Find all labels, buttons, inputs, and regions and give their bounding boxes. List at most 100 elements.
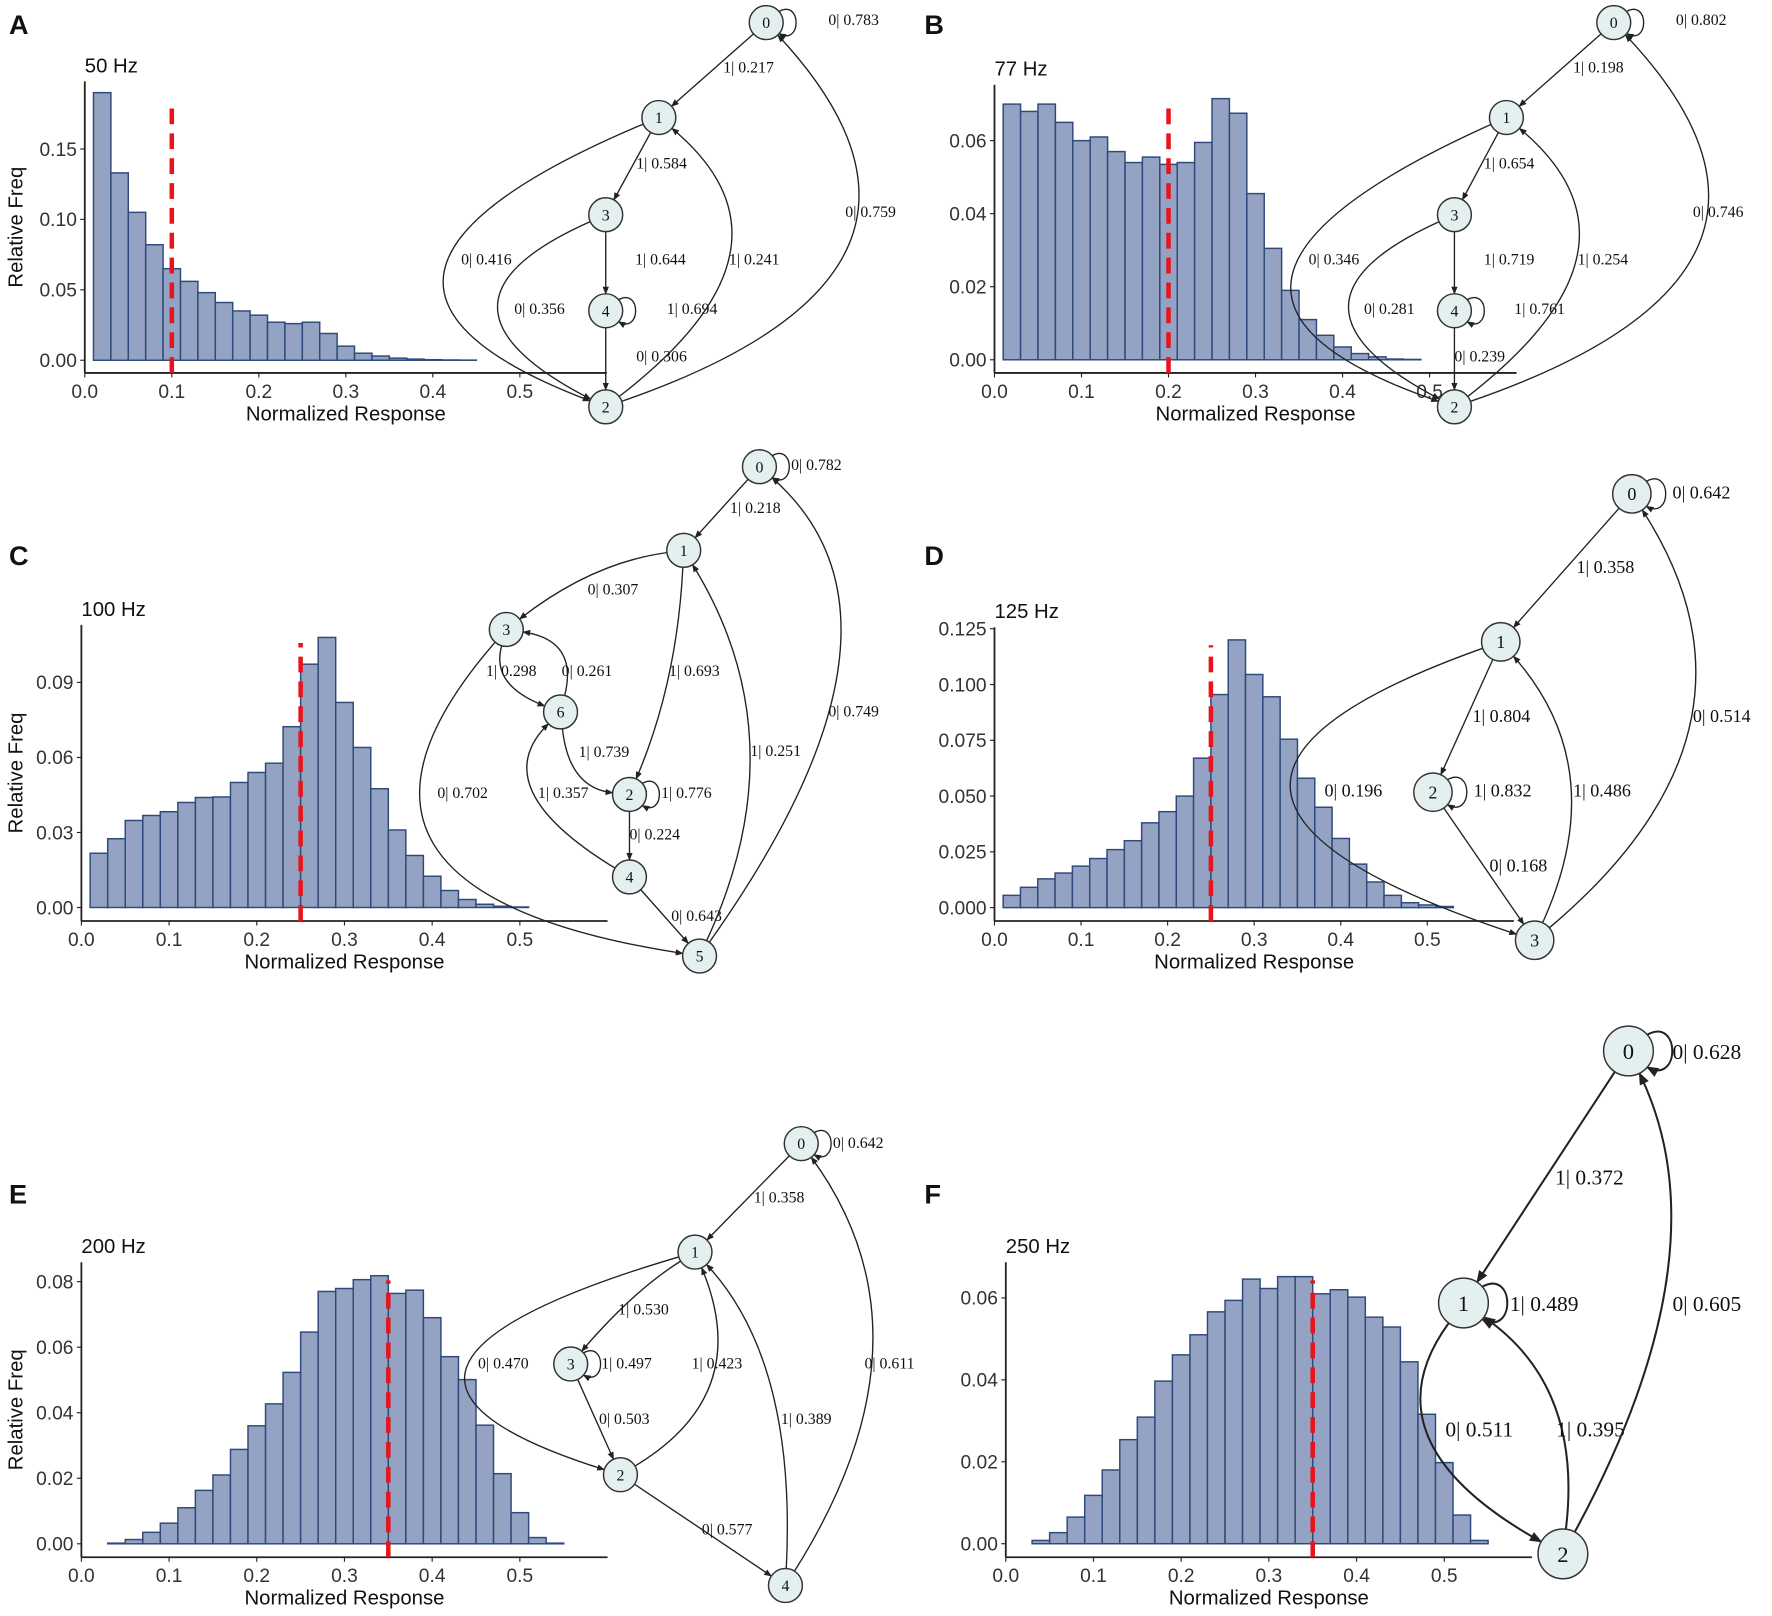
histogram-bars — [89, 636, 530, 909]
histogram-bar — [1072, 139, 1091, 361]
transition-label: 1| 0.694 — [667, 301, 718, 318]
histogram-bar — [231, 310, 251, 361]
histogram-bar — [1124, 161, 1144, 361]
histogram-bar — [284, 322, 304, 361]
histogram-bar — [159, 1522, 179, 1545]
histogram-bar — [1263, 247, 1283, 361]
histogram-bar — [106, 1542, 126, 1545]
transition-edge — [442, 123, 644, 402]
histogram-bar — [352, 1278, 372, 1545]
histogram-bar — [422, 1316, 442, 1545]
histogram-bar — [1066, 1516, 1086, 1545]
histogram-bar — [212, 1474, 232, 1545]
histogram-bar — [264, 1403, 284, 1545]
transition-edge — [1289, 647, 1518, 935]
transition-label: 1| 0.486 — [1573, 781, 1631, 801]
transition-label: 1| 0.357 — [538, 785, 589, 802]
histogram-bar — [1175, 795, 1195, 909]
panel-c: C 100 Hz 0.00 0.03 0.06 0.09 0.0 0.1 0.2 0.3 0.4 0.… — [6, 449, 879, 974]
transition-label: 1| 0.832 — [1474, 781, 1532, 801]
state-node-label: 1 — [691, 1245, 699, 1262]
panel-letter: F — [924, 1179, 941, 1210]
histogram-bar — [457, 898, 477, 909]
histogram-bar — [1315, 334, 1335, 361]
state-node-label: 1 — [655, 110, 663, 127]
state-node-label: 5 — [696, 949, 704, 966]
transition-label: 1| 0.423 — [692, 1356, 743, 1373]
histogram-bar — [387, 829, 407, 909]
transition-label: 0| 0.643 — [671, 908, 722, 925]
x-tick-label: 0.4 — [1327, 930, 1354, 951]
histogram-bar — [282, 725, 302, 909]
transition-label: 0| 0.783 — [828, 12, 879, 29]
state-node — [1413, 772, 1453, 813]
histogram-bar — [387, 1292, 407, 1545]
transition-edge — [706, 1155, 790, 1241]
transition-edge — [708, 477, 842, 943]
transition-label: 0| 0.514 — [1693, 706, 1751, 726]
panel-a: A 50 Hz 0.00 0.05 0.10 0.15 0.0 0.1 0.2 0.3 0.4 0.5… — [6, 4, 896, 425]
x-tick-label: 0.2 — [243, 1566, 270, 1587]
state-node — [1488, 99, 1525, 136]
y-tick-label: 0.09 — [36, 673, 73, 694]
histogram-bar — [1101, 1469, 1121, 1545]
histogram-bar — [177, 1507, 197, 1545]
state-node — [741, 449, 778, 485]
histogram-bar — [457, 1378, 477, 1545]
state-node — [1611, 473, 1652, 514]
y-tick-label: 0.06 — [961, 1289, 998, 1310]
state-node-label: 2 — [616, 1467, 624, 1484]
x-tick-label: 0.2 — [1155, 382, 1182, 403]
transition-label: 0| 0.346 — [1309, 251, 1360, 268]
transition-label: 1| 0.218 — [730, 500, 781, 517]
state-graph: 0| 0.628 1| 0.372 1| 0.489 0| 0.511 1| 0.395… — [1419, 1025, 1741, 1580]
y-tick-label: 0.04 — [36, 1403, 74, 1424]
transition-edge — [1446, 776, 1468, 811]
histogram-bar — [214, 301, 234, 361]
state-node-label: 0 — [762, 15, 770, 32]
histogram-bar — [371, 355, 391, 361]
transition-edge — [694, 478, 749, 539]
histogram-bar — [1154, 1380, 1174, 1545]
histogram-bar — [317, 1290, 337, 1545]
histogram-bar — [124, 819, 144, 909]
transition-edge — [463, 1256, 679, 1471]
y-tick-label: 0.03 — [36, 823, 73, 844]
histogram-bar — [229, 1448, 249, 1545]
y-tick-label: 0.00 — [961, 1534, 998, 1555]
histogram-bar — [318, 332, 338, 361]
histogram-bar — [264, 762, 284, 909]
transition-label: 0| 0.511 — [1445, 1417, 1513, 1441]
state-node-label: 4 — [1450, 303, 1458, 320]
state-node-label: 3 — [567, 1357, 575, 1374]
histogram-bar — [1365, 881, 1385, 909]
state-node-label: 6 — [557, 704, 565, 721]
histogram-bar — [334, 701, 354, 909]
histogram-bar — [1469, 1539, 1489, 1545]
state-node-label: 1 — [1458, 1291, 1469, 1316]
transition-edge — [617, 296, 637, 329]
state-node — [1602, 1025, 1655, 1077]
histogram-bar — [1385, 358, 1405, 361]
histogram-bar — [1211, 97, 1231, 361]
histogram-bar — [1210, 693, 1229, 909]
transition-label: 1| 0.298 — [486, 663, 537, 680]
x-tick-label: 0.4 — [419, 930, 446, 951]
transition-label: 0| 0.307 — [588, 581, 639, 598]
histogram-bar — [1364, 1316, 1384, 1545]
histogram-bar — [144, 244, 164, 361]
histogram-bar — [1241, 1278, 1261, 1545]
histogram-bar — [1002, 894, 1022, 909]
transition-label: 0| 0.196 — [1324, 781, 1382, 801]
x-tick-label: 0.3 — [331, 930, 358, 951]
transition-label: 1| 0.358 — [1576, 557, 1634, 577]
state-node — [488, 611, 524, 648]
transition-edge — [582, 1350, 602, 1382]
transition-edge — [1476, 1071, 1616, 1284]
transition-edge — [1443, 807, 1525, 926]
transition-label: 0| 0.642 — [833, 1135, 884, 1152]
state-node — [1514, 920, 1555, 961]
x-tick-label: 0.0 — [68, 930, 95, 951]
transition-label: 1| 0.761 — [1514, 301, 1565, 318]
state-node — [611, 776, 648, 813]
